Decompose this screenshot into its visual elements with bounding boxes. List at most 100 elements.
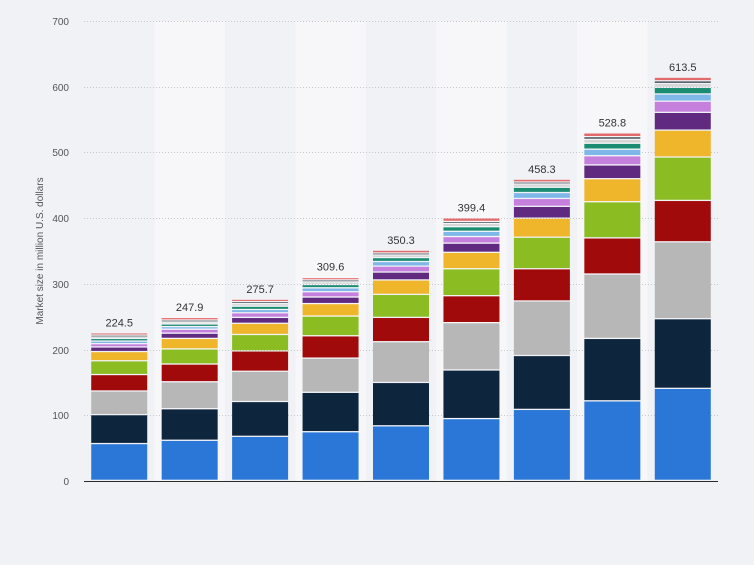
bar-segment[interactable] — [654, 319, 711, 388]
bar-segment[interactable] — [513, 184, 570, 187]
bar-segment[interactable] — [513, 356, 570, 409]
bar-segment[interactable] — [91, 333, 148, 335]
bar-segment[interactable] — [302, 304, 359, 316]
bar-segment[interactable] — [91, 391, 148, 414]
bar-segment[interactable] — [161, 324, 218, 326]
bar-segment[interactable] — [91, 352, 148, 361]
bar-segment[interactable] — [232, 306, 289, 309]
bar-segment[interactable] — [373, 426, 429, 480]
bar-segment[interactable] — [654, 130, 711, 157]
bar-segment[interactable] — [443, 323, 500, 370]
bar-segment[interactable] — [443, 218, 500, 221]
bar-segment[interactable] — [654, 101, 711, 112]
bar-segment[interactable] — [302, 392, 359, 432]
bar-segment[interactable] — [373, 250, 429, 253]
bar-segment[interactable] — [161, 382, 218, 409]
bar-segment[interactable] — [161, 339, 218, 349]
bar-segment[interactable] — [302, 358, 359, 392]
bar-segment[interactable] — [584, 202, 641, 238]
bar-segment[interactable] — [443, 227, 500, 231]
bar-segment[interactable] — [161, 320, 218, 322]
bar-segment[interactable] — [232, 318, 289, 323]
bar-segment[interactable] — [91, 339, 148, 341]
bar-segment[interactable] — [161, 329, 218, 333]
bar-segment[interactable] — [584, 401, 641, 480]
bar-segment[interactable] — [373, 295, 429, 317]
bar-segment[interactable] — [302, 297, 359, 303]
bar-segment[interactable] — [232, 304, 289, 306]
bar-segment[interactable] — [654, 201, 711, 242]
bar-segment[interactable] — [161, 318, 218, 320]
bar-segment[interactable] — [513, 179, 570, 182]
bar-segment[interactable] — [91, 444, 148, 480]
bar-segment[interactable] — [232, 351, 289, 371]
bar-segment[interactable] — [513, 199, 570, 206]
bar-segment[interactable] — [513, 269, 570, 301]
bar-segment[interactable] — [443, 222, 500, 223]
bar-segment[interactable] — [373, 253, 429, 255]
bar-segment[interactable] — [513, 193, 570, 198]
bar-segment[interactable] — [373, 342, 429, 382]
bar-segment[interactable] — [91, 335, 148, 337]
bar-segment[interactable] — [373, 266, 429, 272]
bar-segment[interactable] — [443, 269, 500, 296]
bar-segment[interactable] — [232, 310, 289, 313]
bar-segment[interactable] — [91, 347, 148, 351]
bar-segment[interactable] — [232, 335, 289, 351]
bar-segment[interactable] — [91, 344, 148, 347]
bar-segment[interactable] — [161, 364, 218, 382]
bar-segment[interactable] — [584, 165, 641, 179]
bar-segment[interactable] — [373, 383, 429, 426]
bar-segment[interactable] — [302, 292, 359, 297]
bar-segment[interactable] — [584, 274, 641, 338]
bar-segment[interactable] — [91, 415, 148, 443]
bar-segment[interactable] — [91, 361, 148, 374]
bar-segment[interactable] — [373, 258, 429, 261]
bar-segment[interactable] — [373, 262, 429, 266]
bar-segment[interactable] — [584, 143, 641, 149]
bar-segment[interactable] — [654, 88, 711, 94]
bar-segment[interactable] — [443, 231, 500, 236]
bar-segment[interactable] — [91, 341, 148, 344]
bar-segment[interactable] — [513, 237, 570, 269]
bar-segment[interactable] — [302, 285, 359, 288]
bar-segment[interactable] — [373, 272, 429, 280]
bar-segment[interactable] — [232, 299, 289, 301]
bar-segment[interactable] — [443, 243, 500, 252]
bar-segment[interactable] — [584, 156, 641, 165]
bar-segment[interactable] — [161, 322, 218, 324]
bar-segment[interactable] — [654, 77, 711, 81]
bar-segment[interactable] — [302, 282, 359, 284]
bar-segment[interactable] — [513, 301, 570, 355]
bar-segment[interactable] — [443, 296, 500, 322]
bar-segment[interactable] — [513, 182, 570, 184]
bar-segment[interactable] — [654, 113, 711, 130]
bar-segment[interactable] — [443, 370, 500, 418]
bar-segment[interactable] — [654, 81, 711, 83]
bar-segment[interactable] — [443, 224, 500, 227]
bar-segment[interactable] — [584, 339, 641, 401]
bar-segment[interactable] — [161, 349, 218, 364]
bar-segment[interactable] — [584, 179, 641, 202]
bar-segment[interactable] — [584, 238, 641, 274]
bar-segment[interactable] — [91, 375, 148, 391]
bar-segment[interactable] — [161, 409, 218, 440]
bar-segment[interactable] — [513, 410, 570, 480]
bar-segment[interactable] — [232, 436, 289, 480]
bar-segment[interactable] — [654, 157, 711, 200]
bar-segment[interactable] — [584, 149, 641, 156]
bar-segment[interactable] — [302, 432, 359, 480]
bar-segment[interactable] — [584, 133, 641, 137]
bar-segment[interactable] — [232, 371, 289, 401]
bar-segment[interactable] — [161, 327, 218, 329]
bar-segment[interactable] — [513, 218, 570, 237]
bar-segment[interactable] — [161, 440, 218, 480]
bar-segment[interactable] — [302, 278, 359, 280]
bar-segment[interactable] — [161, 333, 218, 338]
bar-segment[interactable] — [232, 302, 289, 303]
bar-segment[interactable] — [654, 242, 711, 319]
bar-segment[interactable] — [654, 389, 711, 480]
bar-segment[interactable] — [443, 252, 500, 269]
bar-segment[interactable] — [654, 84, 711, 87]
bar-segment[interactable] — [302, 316, 359, 336]
